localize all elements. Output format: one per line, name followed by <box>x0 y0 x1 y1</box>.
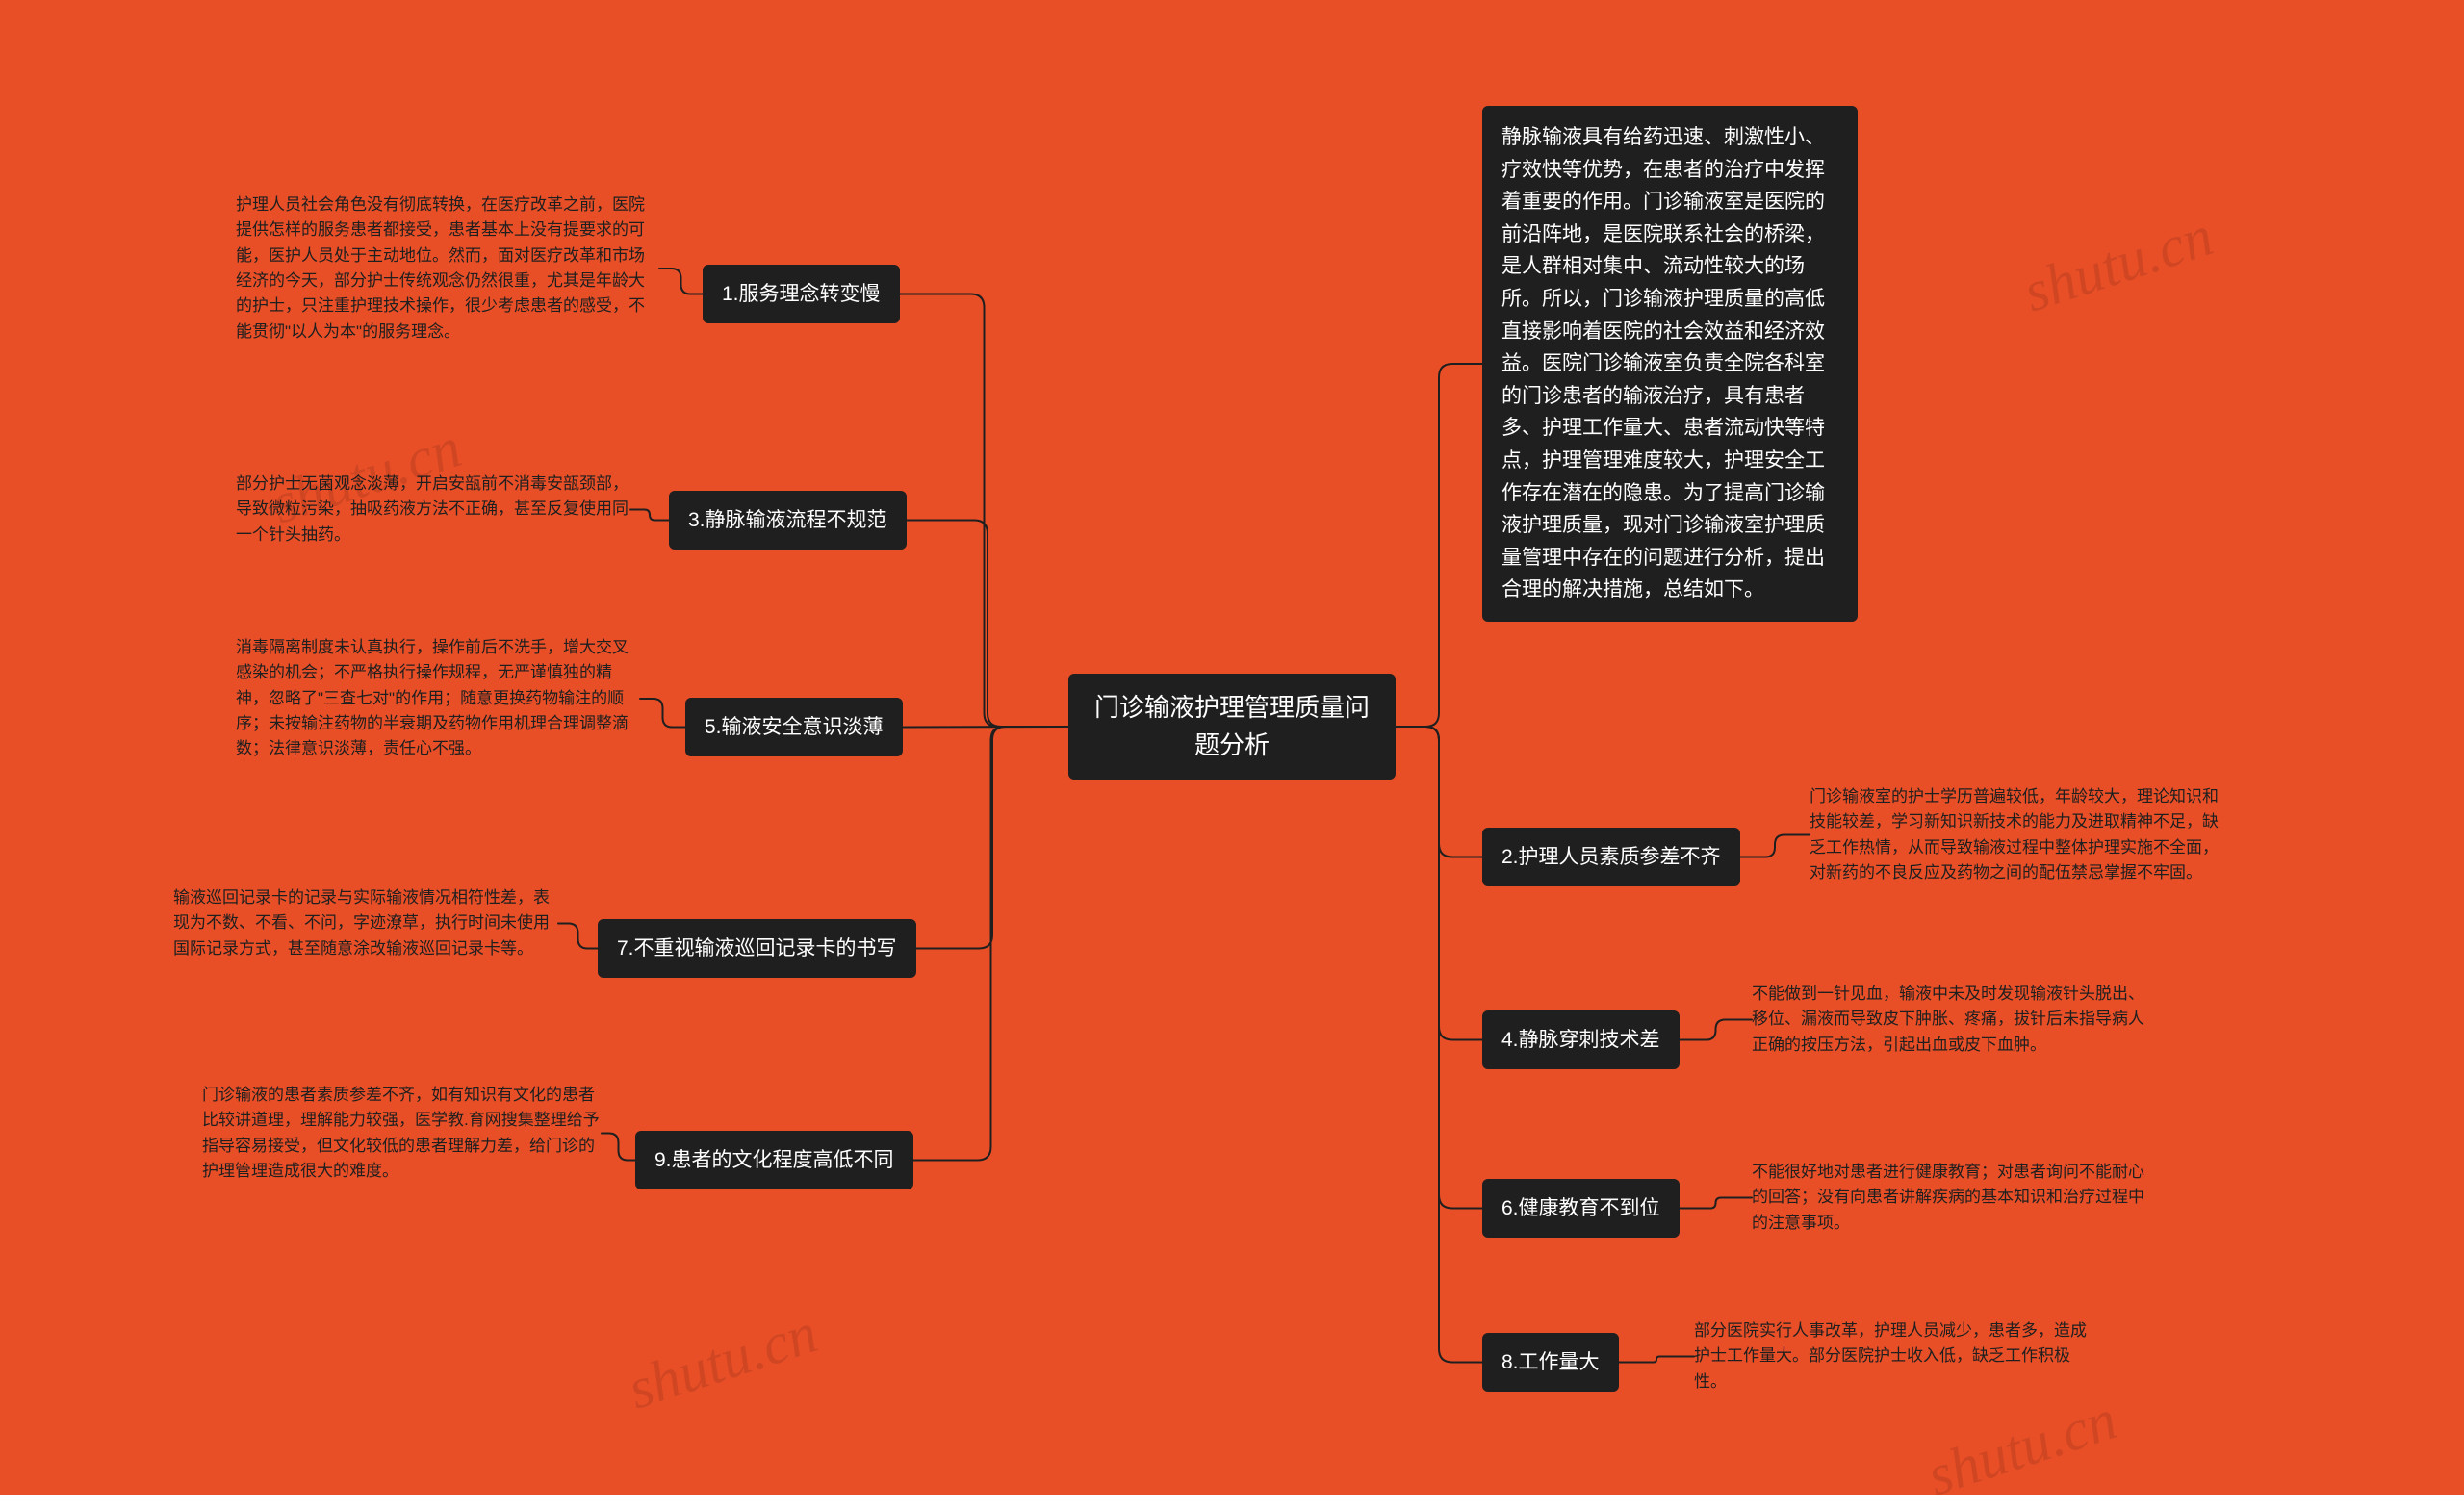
watermark: shutu.cn <box>1919 1387 2124 1509</box>
branch-label: 1.服务理念转变慢 <box>722 283 881 305</box>
branch-staff-quality-desc: 门诊输液室的护士学历普遍较低，年龄较大，理论知识和技能较差，学习新知识新技术的能… <box>1810 784 2219 885</box>
center-label: 门诊输液护理管理质量问题分析 <box>1094 693 1370 759</box>
branch-label: 8.工作量大 <box>1502 1351 1600 1373</box>
branch-record-card-desc: 输液巡回记录卡的记录与实际输液情况相符性差，表现为不数、不看、不问，字迹潦草，执… <box>173 885 558 961</box>
branch-label: 5.输液安全意识淡薄 <box>705 716 884 738</box>
branch-workload-desc: 部分医院实行人事改革，护理人员减少，患者多，造成护士工作量大。部分医院护士收入低… <box>1694 1318 2093 1394</box>
branch-health-education-desc: 不能很好地对患者进行健康教育；对患者询问不能耐心的回答；没有向患者讲解疾病的基本… <box>1752 1160 2151 1236</box>
branch-label: 9.患者的文化程度高低不同 <box>654 1149 894 1171</box>
intro-node: 静脉输液具有给药迅速、刺激性小、疗效快等优势，在患者的治疗中发挥着重要的作用。门… <box>1482 106 1858 622</box>
branch-service-concept: 1.服务理念转变慢 <box>703 265 900 323</box>
branch-label: 7.不重视输液巡回记录卡的书写 <box>617 937 897 959</box>
intro-text: 静脉输液具有给药迅速、刺激性小、疗效快等优势，在患者的治疗中发挥着重要的作用。门… <box>1502 126 1825 601</box>
branch-infusion-process: 3.静脉输液流程不规范 <box>669 491 907 550</box>
mindmap-canvas: 门诊输液护理管理质量问题分析 静脉输液具有给药迅速、刺激性小、疗效快等优势，在患… <box>0 0 2464 1495</box>
branch-puncture-skill-desc: 不能做到一针见血，输液中未及时发现输液针头脱出、移位、漏液而导致皮下肿胀、疼痛，… <box>1752 982 2151 1058</box>
watermark: shutu.cn <box>620 1300 825 1423</box>
branch-infusion-process-desc: 部分护士无菌观念淡薄，开启安瓿前不消毒安瓿颈部，导致微粒污染，抽吸药液方法不正确… <box>236 472 630 548</box>
branch-label: 6.健康教育不到位 <box>1502 1197 1660 1219</box>
branch-safety-awareness: 5.输液安全意识淡薄 <box>685 698 903 756</box>
branch-patient-culture: 9.患者的文化程度高低不同 <box>635 1131 913 1189</box>
branch-record-card: 7.不重视输液巡回记录卡的书写 <box>598 919 916 978</box>
branch-puncture-skill: 4.静脉穿刺技术差 <box>1482 1010 1680 1069</box>
branch-workload: 8.工作量大 <box>1482 1333 1619 1392</box>
branch-label: 4.静脉穿刺技术差 <box>1502 1029 1660 1051</box>
branch-staff-quality: 2.护理人员素质参差不齐 <box>1482 828 1740 886</box>
branch-health-education: 6.健康教育不到位 <box>1482 1179 1680 1238</box>
branch-service-concept-desc: 护理人员社会角色没有彻底转换，在医疗改革之前，医院提供怎样的服务患者都接受，患者… <box>236 192 659 345</box>
branch-patient-culture-desc: 门诊输液的患者素质参差不齐，如有知识有文化的患者比较讲道理，理解能力较强，医学教… <box>202 1083 602 1184</box>
center-node: 门诊输液护理管理质量问题分析 <box>1068 674 1396 780</box>
watermark: shutu.cn <box>2015 203 2220 326</box>
branch-label: 3.静脉输液流程不规范 <box>688 509 887 531</box>
branch-label: 2.护理人员素质参差不齐 <box>1502 846 1721 868</box>
branch-safety-awareness-desc: 消毒隔离制度未认真执行，操作前后不洗手，增大交叉感染的机会；不严格执行操作规程，… <box>236 635 640 762</box>
